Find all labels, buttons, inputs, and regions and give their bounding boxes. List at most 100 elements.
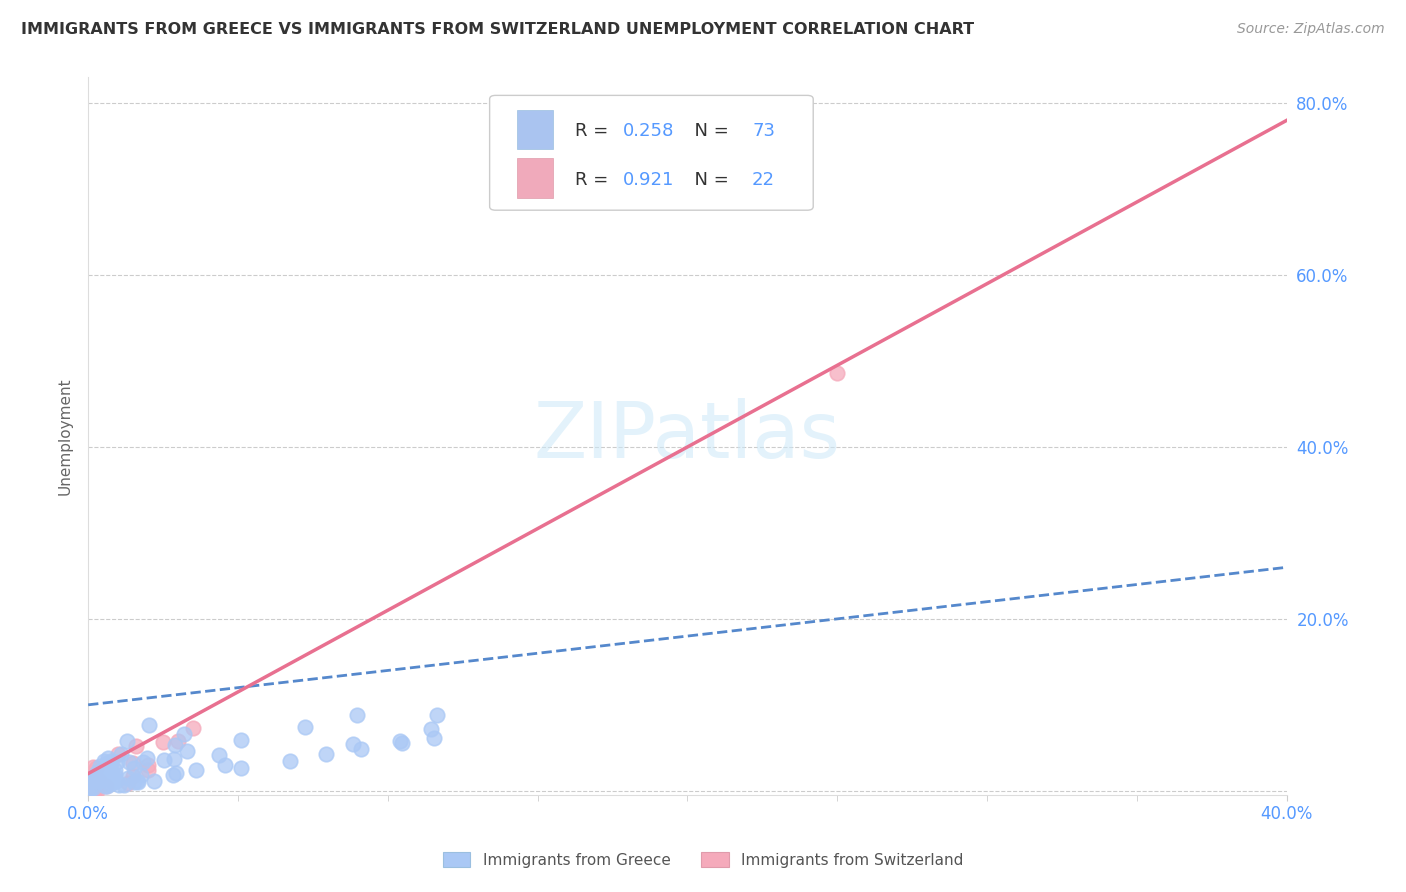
Point	[86, 784, 108, 798]
Point	[122, 756, 145, 770]
Point	[79, 772, 101, 786]
FancyBboxPatch shape	[517, 158, 553, 198]
Point	[97, 757, 120, 772]
Point	[96, 756, 118, 771]
Point	[86, 772, 108, 787]
Point	[94, 761, 117, 775]
Point	[315, 747, 337, 761]
Point	[100, 754, 122, 768]
Point	[349, 741, 371, 756]
Point	[420, 723, 443, 737]
Point	[342, 737, 364, 751]
Point	[117, 776, 139, 790]
Point	[100, 755, 122, 769]
Point	[125, 773, 148, 788]
Point	[112, 778, 135, 792]
Point	[84, 776, 107, 790]
Point	[294, 720, 316, 734]
Point	[107, 747, 129, 761]
Point	[165, 766, 187, 780]
Point	[136, 758, 159, 772]
Text: N =: N =	[682, 170, 734, 189]
Point	[125, 739, 148, 754]
Point	[423, 731, 446, 745]
Point	[110, 747, 132, 761]
Point	[153, 753, 176, 767]
Point	[136, 764, 159, 778]
Point	[104, 773, 127, 788]
Point	[89, 770, 111, 784]
Point	[93, 759, 115, 773]
Point	[86, 774, 108, 789]
Point	[86, 773, 108, 788]
Point	[104, 768, 127, 782]
Point	[214, 757, 236, 772]
Point	[124, 775, 146, 789]
Point	[96, 780, 118, 794]
Text: R =: R =	[575, 170, 614, 189]
Point	[84, 770, 107, 784]
Text: N =: N =	[682, 122, 734, 140]
Text: R =: R =	[575, 122, 614, 140]
Point	[84, 784, 107, 798]
Point	[127, 775, 149, 789]
Point	[84, 761, 107, 775]
Point	[207, 748, 229, 763]
Text: 22: 22	[752, 170, 775, 189]
Text: Source: ZipAtlas.com: Source: ZipAtlas.com	[1237, 22, 1385, 37]
Point	[426, 708, 449, 723]
Point	[176, 744, 198, 758]
Point	[138, 718, 160, 732]
FancyBboxPatch shape	[517, 110, 553, 149]
Point	[98, 776, 121, 790]
Point	[105, 755, 128, 769]
Point	[101, 766, 124, 780]
Point	[83, 784, 105, 798]
Point	[163, 752, 186, 766]
Y-axis label: Unemployment: Unemployment	[58, 377, 72, 495]
Point	[77, 783, 100, 797]
Point	[97, 771, 120, 785]
Point	[79, 773, 101, 788]
Point	[184, 764, 207, 778]
Point	[131, 755, 153, 769]
Point	[98, 766, 121, 780]
Point	[89, 773, 111, 788]
Point	[142, 774, 165, 789]
Point	[167, 734, 190, 748]
Point	[229, 761, 252, 775]
Point	[89, 758, 111, 772]
Point	[94, 770, 117, 784]
Point	[118, 755, 141, 769]
Legend: Immigrants from Greece, Immigrants from Switzerland: Immigrants from Greece, Immigrants from …	[436, 844, 970, 875]
Point	[80, 773, 103, 788]
Point	[122, 760, 145, 774]
Point	[96, 779, 118, 793]
Point	[278, 754, 301, 768]
Point	[825, 366, 848, 380]
Point	[391, 736, 413, 750]
Point	[98, 756, 121, 770]
Point	[135, 750, 157, 764]
Point	[346, 708, 368, 723]
Point	[181, 721, 204, 735]
Point	[90, 772, 112, 787]
Point	[115, 734, 138, 748]
Point	[122, 769, 145, 783]
Point	[97, 751, 120, 765]
Point	[93, 754, 115, 768]
Point	[82, 760, 104, 774]
Point	[389, 734, 412, 748]
Point	[162, 767, 184, 781]
Point	[152, 735, 174, 749]
Point	[104, 764, 127, 778]
Point	[82, 780, 104, 795]
Text: 0.921: 0.921	[623, 170, 673, 189]
Point	[229, 733, 252, 747]
Text: 73: 73	[752, 122, 775, 140]
Text: ZIPatlas: ZIPatlas	[534, 398, 841, 475]
Point	[101, 771, 124, 785]
Point	[80, 774, 103, 789]
Point	[80, 780, 103, 795]
Point	[117, 771, 139, 785]
